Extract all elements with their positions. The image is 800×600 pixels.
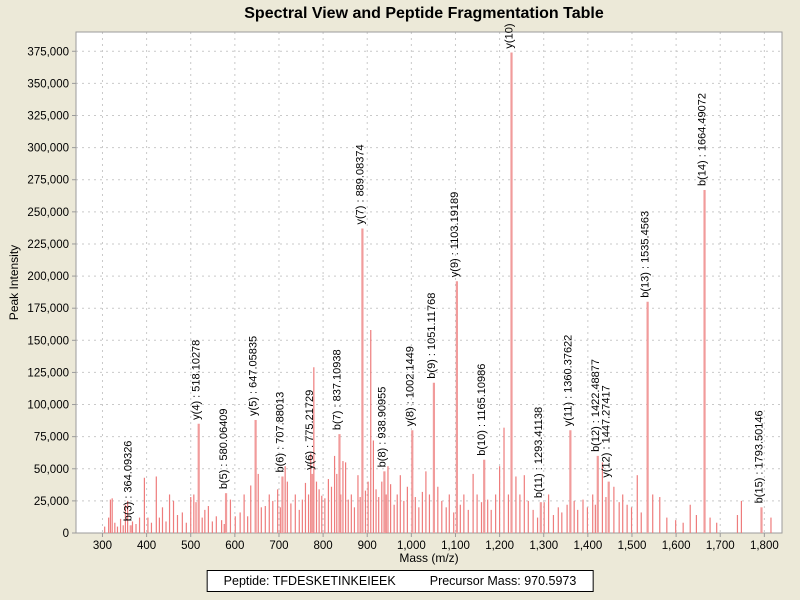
x-tick-label: 500: [181, 540, 200, 552]
y-tick-label: 300,000: [27, 143, 69, 155]
peptide-text: Peptide: TFDESKETINKEIEEK: [223, 574, 396, 588]
x-tick-label: 1,000: [397, 540, 426, 552]
peak-annotation: b(10) : 1165.10986: [476, 364, 488, 456]
x-tick-label: 600: [225, 540, 244, 552]
peak-annotation: y(8) : 1002.1449: [404, 346, 416, 426]
peak-annotation: b(15) : 1793.50146: [753, 410, 765, 503]
peak-annotation: y(4) : 518.10278: [191, 340, 203, 420]
x-tick-label: 1,200: [485, 540, 514, 552]
y-tick-label: 375,000: [27, 46, 69, 58]
peak-annotation: b(7) : 837.10938: [331, 349, 343, 430]
peak-annotation: b(11) : 1293.41138: [533, 407, 545, 498]
y-tick-label: 350,000: [27, 78, 69, 90]
precursor-mass-text: Precursor Mass: 970.5973: [429, 574, 577, 588]
x-tick-label: 900: [358, 540, 377, 552]
x-tick-label: 300: [93, 540, 112, 552]
x-tick-label: 1,500: [618, 540, 647, 552]
peak-annotation: y(6) : 775.21729: [304, 390, 316, 470]
peak-annotation: y(10): [504, 23, 516, 48]
x-tick-label: 1,800: [750, 540, 779, 552]
x-tick-label: 700: [269, 540, 288, 552]
y-tick-label: 125,000: [27, 367, 69, 379]
x-tick-label: 1,400: [573, 540, 602, 552]
peak-annotation: y(7) : 889.08374: [354, 144, 366, 224]
x-tick-label: 1,600: [662, 540, 691, 552]
peak-annotation: y(12) : 1447.27417: [601, 385, 613, 477]
peak-annotation: b(12) : 1422.48877: [590, 359, 602, 452]
peak-annotation: b(5) : 580.06409: [218, 408, 230, 489]
peak-annotation: y(11) : 1360.37622: [562, 335, 574, 427]
chart-title: Spectral View and Peptide Fragmentation …: [244, 5, 604, 22]
peak-annotation: y(9) : 1103.19189: [449, 192, 461, 277]
peak-annotation: b(14) : 1664.49072: [697, 93, 709, 186]
x-tick-label: 1,100: [441, 540, 470, 552]
y-tick-label: 75,000: [34, 432, 69, 444]
x-axis-label: Mass (m/z): [399, 551, 458, 565]
peak-annotation: b(13) : 1535.4563: [640, 211, 652, 298]
x-tick-label: 1,300: [529, 540, 558, 552]
peak-annotation: b(3) : 364.09326: [123, 441, 135, 522]
footer-info-box: Peptide: TFDESKETINKEIEEK Precursor Mass:…: [206, 570, 594, 592]
y-tick-label: 25,000: [34, 496, 69, 508]
x-tick-label: 1,700: [706, 540, 735, 552]
y-tick-label: 100,000: [27, 400, 69, 412]
y-tick-label: 225,000: [27, 239, 69, 251]
y-tick-label: 250,000: [27, 207, 69, 219]
peak-annotation: b(6) : 707.88013: [274, 392, 286, 473]
y-tick-label: 325,000: [27, 111, 69, 123]
y-tick-label: 50,000: [34, 464, 69, 476]
x-tick-label: 800: [314, 540, 333, 552]
x-tick-label: 400: [137, 540, 156, 552]
y-tick-label: 275,000: [27, 175, 69, 187]
y-tick-label: 175,000: [27, 303, 69, 315]
peak-annotation: b(8) : 938.90955: [376, 387, 388, 468]
y-axis-label: Peak Intensity: [7, 245, 21, 320]
y-tick-label: 200,000: [27, 271, 69, 283]
peak-annotation: y(5) : 647.05835: [248, 336, 260, 416]
plot-area: [76, 32, 782, 533]
peak-annotation: b(9) : 1051.11768: [426, 293, 438, 379]
y-tick-label: 0: [63, 528, 69, 540]
y-tick-label: 150,000: [27, 335, 69, 347]
